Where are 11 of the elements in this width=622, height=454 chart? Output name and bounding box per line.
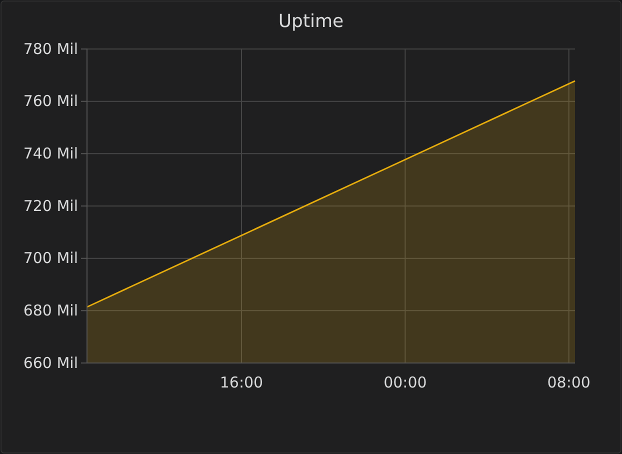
y-tick-label: 760 Mil bbox=[23, 92, 78, 110]
y-tick-label: 700 Mil bbox=[23, 249, 78, 268]
y-tick-label: 660 Mil bbox=[23, 354, 78, 372]
y-tick-label: 680 Mil bbox=[23, 301, 78, 320]
x-tick-label: 00:00 bbox=[384, 374, 427, 392]
y-tick-label: 740 Mil bbox=[23, 144, 78, 162]
x-tick-label: 16:00 bbox=[220, 374, 264, 392]
y-tick-label: 780 Mil bbox=[23, 40, 78, 58]
x-tick-label: 08:00 bbox=[547, 374, 590, 392]
chart-title: Uptime bbox=[278, 11, 344, 32]
y-tick-label: 720 Mil bbox=[23, 196, 78, 215]
